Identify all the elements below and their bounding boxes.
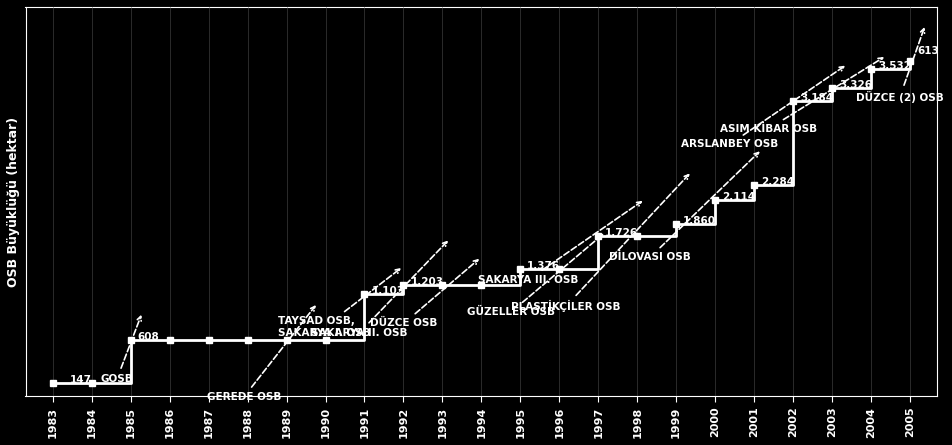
Text: 3.326: 3.326 <box>838 80 871 90</box>
Text: 1.103: 1.103 <box>371 286 404 296</box>
Text: 1.726: 1.726 <box>605 228 638 238</box>
Text: GÜZELLER OSB: GÜZELLER OSB <box>466 235 602 317</box>
Text: PLASTİKÇİLER OSB: PLASTİKÇİLER OSB <box>510 175 688 312</box>
Text: 1.860: 1.860 <box>683 216 715 226</box>
Text: DİLOVASI OSB: DİLOVASI OSB <box>608 153 758 263</box>
Text: 3.532: 3.532 <box>877 61 910 71</box>
Text: ASIM KİBAR OSB: ASIM KİBAR OSB <box>719 58 882 134</box>
Y-axis label: OSB Büyüklüğü (hektar): OSB Büyüklüğü (hektar) <box>7 117 20 287</box>
Text: SAKARYA II. OSB: SAKARYA II. OSB <box>311 242 446 338</box>
Text: 3.184: 3.184 <box>799 93 832 103</box>
Text: DÜZCE (2) OSB: DÜZCE (2) OSB <box>855 28 942 103</box>
Text: 613: 613 <box>916 46 938 57</box>
Text: TAYSAD OSB,
SAKARYA I. OSB: TAYSAD OSB, SAKARYA I. OSB <box>278 269 399 338</box>
Text: 147: 147 <box>69 375 91 384</box>
Text: DÜZCE OSB: DÜZCE OSB <box>370 260 477 328</box>
Text: SAKARYA III. OSB: SAKARYA III. OSB <box>478 202 641 284</box>
Text: GOSB: GOSB <box>101 316 141 384</box>
Text: 2.284: 2.284 <box>761 177 793 186</box>
Text: GEREDE OSB: GEREDE OSB <box>207 307 314 402</box>
Text: 608: 608 <box>137 332 159 342</box>
Text: 1.203: 1.203 <box>410 277 443 287</box>
Text: ARSLANBEY OSB: ARSLANBEY OSB <box>681 67 843 150</box>
Text: 2.114: 2.114 <box>722 192 754 202</box>
Text: 1.376: 1.376 <box>526 261 560 271</box>
